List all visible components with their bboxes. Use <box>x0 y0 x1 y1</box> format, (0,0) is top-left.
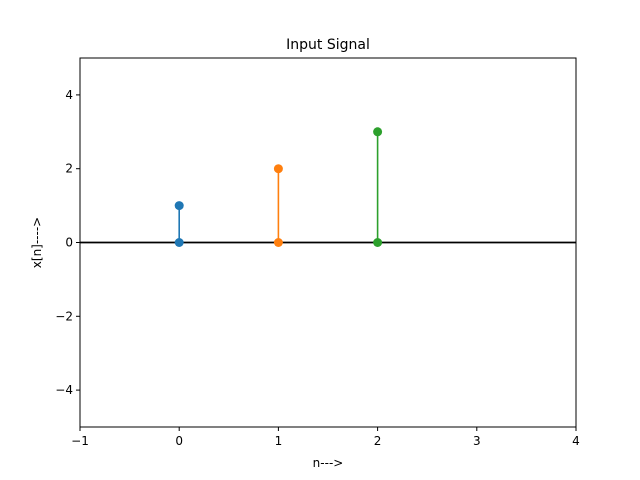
stem-marker-2 <box>373 127 383 137</box>
y-tick-label-4: 4 <box>65 88 73 102</box>
baseline-marker-2 <box>373 238 383 247</box>
x-axis-ticks: −1 0 1 2 3 4 <box>71 427 580 448</box>
x-tick-label-5: 4 <box>572 434 580 448</box>
y-tick-label-3: 2 <box>65 162 73 176</box>
x-tick-label-3: 2 <box>374 434 382 448</box>
baseline-marker-1 <box>273 238 283 247</box>
plot-content <box>80 127 576 247</box>
y-tick-label-0: −4 <box>55 383 73 397</box>
baseline-marker-0 <box>174 238 184 247</box>
y-tick-label-1: −2 <box>55 309 73 323</box>
x-axis-label: n---> <box>313 456 344 470</box>
x-tick-label-0: −1 <box>71 434 89 448</box>
x-tick-label-2: 1 <box>275 434 283 448</box>
stem-marker-1 <box>273 164 283 174</box>
stem-marker-0 <box>174 201 184 211</box>
x-tick-label-1: 0 <box>175 434 183 448</box>
y-tick-label-2: 0 <box>65 236 73 250</box>
x-tick-label-4: 3 <box>473 434 481 448</box>
y-axis-ticks: −4 −2 0 2 4 <box>55 88 80 397</box>
y-axis-label: x[n]----> <box>30 217 44 268</box>
chart-title: Input Signal <box>286 37 370 53</box>
